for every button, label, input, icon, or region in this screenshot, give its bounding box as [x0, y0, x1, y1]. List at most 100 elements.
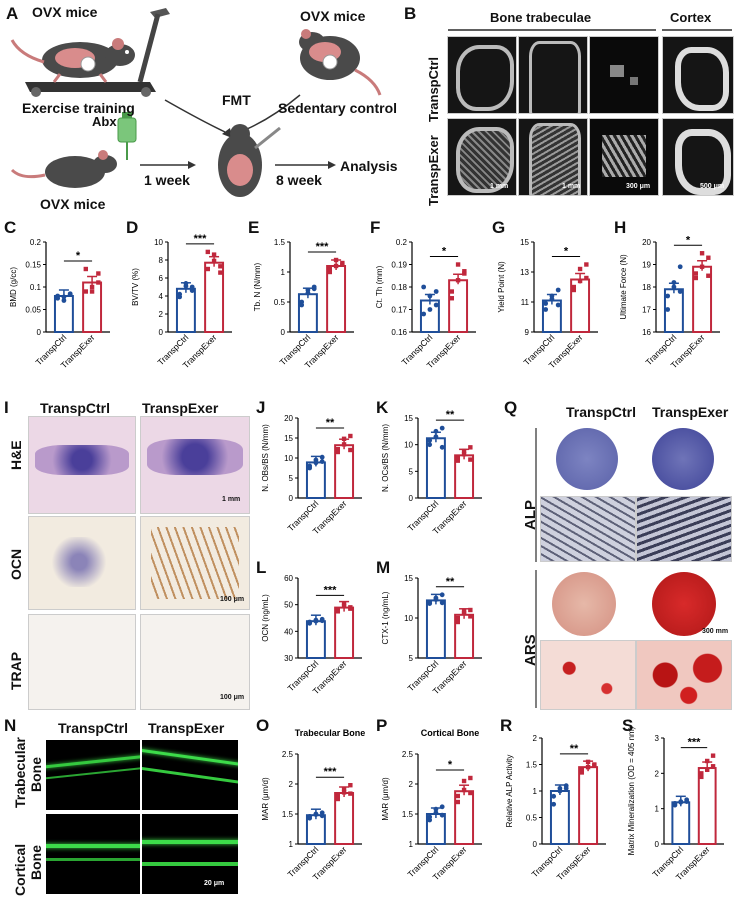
bar: [425, 599, 446, 659]
microct-exer-3: [589, 118, 659, 196]
significance-label: **: [446, 409, 455, 421]
data-point: [571, 284, 577, 290]
chart-ct-th: 0.160.170.180.190.2Ct. Th (mm)TranspCtrl…: [375, 238, 476, 370]
data-point: [211, 252, 217, 257]
panel-label-k: K: [376, 398, 389, 417]
data-point: [672, 800, 678, 806]
label-ovx-bottom: OVX mice: [40, 196, 106, 212]
data-point: [205, 249, 211, 255]
data-point: [433, 597, 439, 602]
data-point: [549, 296, 555, 302]
alp-well-exer: [652, 428, 714, 490]
data-point: [584, 275, 589, 281]
data-point: [455, 262, 461, 267]
y-tick-label: 40: [284, 627, 293, 636]
microct-ctrl-2: [518, 36, 588, 114]
data-point: [61, 294, 67, 300]
label-1-week: 1 week: [144, 172, 190, 188]
data-point: [427, 293, 433, 299]
data-point: [705, 767, 710, 772]
y-tick-label: 5: [409, 654, 414, 663]
significance-label: *: [686, 234, 691, 246]
alp-micro-ctrl: [540, 496, 636, 562]
label-bone-trabeculae: Bone trabeculae: [490, 10, 592, 25]
panel-q-group-lines: [535, 428, 537, 708]
bar: [448, 279, 469, 333]
y-tick-label: 6: [159, 274, 164, 283]
data-point: [699, 251, 705, 256]
y-tick-label: 16: [642, 328, 651, 337]
data-point: [313, 460, 319, 466]
y-tick-label: 60: [284, 574, 293, 583]
data-point: [455, 615, 461, 621]
data-point: [706, 255, 711, 260]
bar: [549, 790, 570, 845]
data-point: [577, 266, 583, 272]
data-point: [340, 262, 345, 267]
data-point: [710, 764, 716, 769]
panel-label-r: R: [500, 716, 513, 735]
data-point: [183, 281, 189, 286]
y-tick-label: 10: [404, 441, 413, 450]
y-tick-label: 1.5: [402, 810, 414, 819]
data-point: [189, 288, 195, 293]
data-point: [551, 801, 557, 807]
data-point: [348, 433, 353, 439]
label-fmt: FMT: [222, 92, 251, 108]
data-point: [439, 804, 445, 810]
data-point: [427, 599, 433, 605]
chart-tb-n: 00.511.5Tb. N (N/mm)TranspCtrlTranspExer…: [253, 238, 354, 370]
significance-label: **: [326, 417, 335, 429]
data-point: [684, 799, 690, 804]
data-point: [341, 786, 347, 791]
y-axis-label: Ct. Th (mm): [375, 265, 384, 308]
data-point: [665, 293, 671, 299]
data-point: [555, 287, 561, 293]
data-point: [439, 600, 445, 606]
data-point: [678, 799, 684, 805]
y-tick-label: 0: [533, 840, 538, 849]
ars-well-ctrl: [552, 572, 616, 636]
data-point: [427, 442, 433, 448]
y-axis-label: BMD (g/cc): [9, 267, 18, 307]
data-point: [218, 264, 223, 269]
data-point: [61, 298, 67, 303]
chart-title: Trabecular Bone: [295, 728, 366, 738]
bar: [697, 767, 717, 845]
y-tick-label: 0.19: [391, 261, 407, 270]
data-point: [555, 302, 561, 308]
microct-ctrl-4: [662, 36, 734, 114]
data-point: [421, 311, 427, 317]
label-n-bone1: Bone: [28, 757, 44, 792]
data-point: [433, 806, 439, 812]
y-tick-label: 2: [409, 780, 414, 789]
he-ctrl: [28, 416, 136, 514]
data-point: [455, 278, 461, 283]
data-point: [313, 618, 319, 624]
data-point: [543, 301, 549, 306]
y-axis-label: N. OBs/BS (N/mm): [261, 424, 270, 492]
data-point: [699, 774, 704, 780]
panel-label-d: D: [126, 218, 139, 237]
y-tick-label: 0: [281, 328, 286, 337]
data-point: [319, 459, 325, 464]
data-point: [335, 447, 341, 452]
y-tick-label: 8: [159, 256, 164, 265]
panel-label-a: A: [6, 4, 19, 23]
data-point: [433, 434, 439, 440]
y-axis-label: Tb. N (N/mm): [253, 262, 262, 311]
y-axis-label: MAR (μm/d): [261, 777, 270, 821]
data-point: [710, 753, 716, 758]
data-point: [327, 266, 333, 272]
label-8-week: 8 week: [276, 172, 322, 188]
y-axis-label: Relative ALP Activity: [505, 755, 514, 828]
data-point: [341, 601, 347, 606]
data-point: [449, 296, 455, 301]
data-point: [693, 271, 699, 276]
mouse-recipient-icon: [218, 124, 281, 197]
y-axis-label: Yield Point (N): [497, 261, 506, 313]
y-tick-label: 18: [642, 283, 651, 292]
data-point: [189, 284, 195, 290]
fluor-trab-exer: [142, 740, 238, 810]
